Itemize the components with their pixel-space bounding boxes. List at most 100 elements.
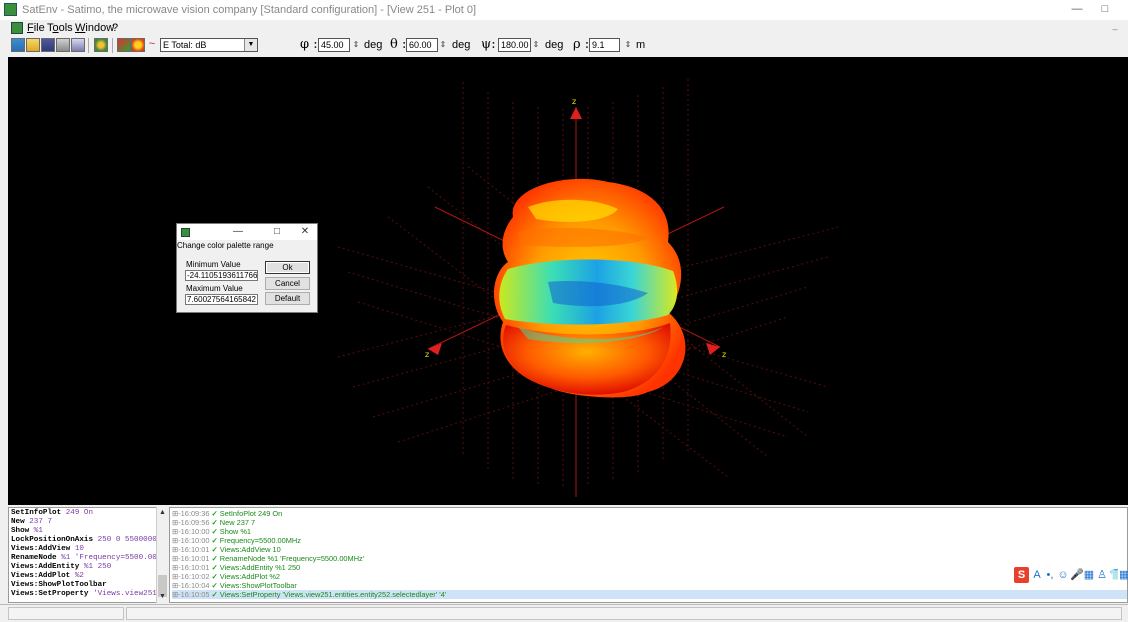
open-folder-icon[interactable]: [26, 38, 40, 52]
color-palette-icon[interactable]: [131, 38, 145, 52]
rotate-tool-icon[interactable]: [94, 38, 108, 52]
theta-spinner-icon[interactable]: ⇕: [439, 40, 447, 49]
psi-unit: deg: [545, 39, 564, 51]
log-entry[interactable]: ⊞-16:10:02 ✓ Views:AddPlot %2: [172, 572, 281, 581]
expand-icon[interactable]: ⊞: [172, 590, 179, 599]
command-line[interactable]: Show %1: [11, 527, 43, 535]
radiation-pattern-surface: [493, 178, 686, 398]
expand-icon[interactable]: ⊞: [172, 581, 179, 590]
log-entry[interactable]: ⊞-16:10:04 ✓ Views:ShowPlotToolbar: [172, 581, 297, 590]
maximize-button[interactable]: □: [1101, 3, 1109, 15]
expand-icon[interactable]: ⊞: [172, 527, 179, 536]
log-entry[interactable]: ⊞-16:10:01 ✓ RenameNode %1 'Frequency=55…: [172, 554, 365, 563]
rho-label: ρ :: [573, 37, 590, 52]
command-line[interactable]: Views:ShowPlotToolbar: [11, 581, 107, 589]
wave-icon[interactable]: ~: [148, 38, 156, 50]
expand-icon[interactable]: ⊞: [172, 563, 179, 572]
command-line[interactable]: SetInfoPlot 249 On: [11, 509, 94, 517]
command-line[interactable]: Views:AddEntity %1 250: [11, 563, 112, 571]
radiation-pattern-plot[interactable]: z z z: [8, 57, 1128, 505]
command-line[interactable]: LockPositionOnAxis 250 0 5500000000: [11, 536, 168, 544]
theta-input[interactable]: 60.00: [406, 38, 438, 52]
log-entry[interactable]: ⊞-16:10:00 ✓ Frequency=5500.00MHz: [172, 536, 301, 545]
preview-icon[interactable]: [71, 38, 85, 52]
command-line[interactable]: Views:SetProperty 'Views.view251.en: [11, 590, 168, 598]
command-history-panel[interactable]: SetInfoPlot 249 On New 237 7 Show %1 Loc…: [8, 507, 168, 603]
ime-toolbox-icon[interactable]: ▦: [1119, 569, 1128, 581]
expand-icon[interactable]: ⊞: [172, 572, 179, 581]
scrollbar-thumb[interactable]: [158, 575, 167, 597]
chevron-down-icon[interactable]: ▼: [244, 39, 257, 51]
expand-icon[interactable]: ⊞: [172, 554, 179, 563]
field-component-select[interactable]: E Total: dB ▼: [160, 38, 258, 52]
check-icon: ✓: [211, 590, 218, 599]
scroll-down-icon[interactable]: ▼: [159, 593, 166, 600]
log-entry[interactable]: ⊞-16:10:01 ✓ Views:AddEntity %1 250: [172, 563, 301, 572]
rho-input[interactable]: 9.1: [589, 38, 620, 52]
ime-voice-icon[interactable]: 🎤: [1070, 569, 1084, 581]
app-icon: [4, 3, 17, 16]
menu-window[interactable]: Window: [75, 22, 115, 34]
ime-toolbar: S A •, ☺ 🎤 ▦ ♙ 👕 ▦: [1014, 567, 1128, 583]
menu-bar: File Tools Window ? –: [0, 20, 1128, 36]
expand-icon[interactable]: ⊞: [172, 509, 179, 518]
check-icon: ✓: [211, 509, 218, 518]
command-history-scrollbar[interactable]: ▲ ▼: [156, 507, 168, 603]
y-axis-label: z: [722, 350, 726, 359]
phi-spinner-icon[interactable]: ⇕: [352, 40, 360, 49]
theta-unit: deg: [452, 39, 471, 51]
phi-input[interactable]: 45.00: [318, 38, 350, 52]
command-line[interactable]: Views:AddView 10: [11, 545, 84, 553]
ime-emoji-icon[interactable]: ☺: [1057, 569, 1069, 581]
check-icon: ✓: [211, 563, 218, 572]
z-axis-arrow-icon: [570, 107, 582, 119]
mdi-minimize-button[interactable]: –: [1112, 24, 1118, 34]
print-icon[interactable]: [56, 38, 70, 52]
log-entry[interactable]: ⊞-16:09:56 ✓ New 237 7: [172, 518, 256, 527]
psi-label: ψ:: [481, 37, 496, 52]
menu-help[interactable]: ?: [112, 22, 119, 34]
ime-punctuation-icon[interactable]: •,: [1046, 569, 1054, 581]
log-entry[interactable]: ⊞-16:09:36 ✓ SetInfoPlot 249 On: [172, 509, 283, 518]
default-button[interactable]: Default: [265, 292, 310, 305]
command-line[interactable]: Views:AddPlot %2: [11, 572, 84, 580]
toolbar-separator: [88, 38, 89, 53]
log-entry-selected[interactable]: ⊞-16:10:05 ✓ Views:SetProperty 'Views.vi…: [172, 590, 1127, 599]
min-value-input[interactable]: -24.1105193611766: [185, 270, 258, 281]
command-line[interactable]: RenameNode %1 'Frequency=5500.00MHz: [11, 554, 168, 562]
expand-icon[interactable]: ⊞: [172, 518, 179, 527]
new-icon[interactable]: [11, 38, 25, 52]
ime-mode-toggle[interactable]: A: [1033, 569, 1041, 581]
scroll-up-icon[interactable]: ▲: [159, 509, 166, 516]
save-icon[interactable]: [41, 38, 55, 52]
log-entry[interactable]: ⊞-16:10:00 ✓ Show %1: [172, 527, 252, 536]
color-palette-dialog: — □ ✕ Change color palette range Minimum…: [176, 223, 318, 313]
document-icon[interactable]: [11, 22, 23, 34]
menu-tools[interactable]: Tools: [47, 22, 73, 34]
ime-skin-icon[interactable]: 👕: [1109, 569, 1118, 581]
log-entry[interactable]: ⊞-16:10:01 ✓ Views:AddView 10: [172, 545, 281, 554]
check-icon: ✓: [211, 554, 218, 563]
ime-brand-icon[interactable]: S: [1014, 567, 1029, 583]
minimize-button[interactable]: —: [1071, 3, 1083, 15]
rho-spinner-icon[interactable]: ⇕: [624, 40, 632, 49]
dialog-titlebar[interactable]: — □ ✕: [177, 224, 317, 240]
dialog-maximize-button[interactable]: □: [273, 226, 281, 237]
dialog-minimize-button[interactable]: —: [233, 226, 243, 237]
command-line[interactable]: New 237 7: [11, 518, 53, 526]
menu-file[interactable]: File: [27, 22, 45, 34]
plot-3d-icon[interactable]: [117, 38, 131, 52]
psi-spinner-icon[interactable]: ⇕: [532, 40, 540, 49]
log-panel[interactable]: ⊞-16:09:36 ✓ SetInfoPlot 249 On ⊞-16:09:…: [169, 507, 1128, 603]
dialog-close-button[interactable]: ✕: [300, 226, 310, 237]
ok-button[interactable]: Ok: [265, 261, 310, 274]
max-value-input[interactable]: 7.60027564165842: [185, 294, 258, 305]
psi-input[interactable]: 180.00: [498, 38, 531, 52]
expand-icon[interactable]: ⊞: [172, 536, 179, 545]
ime-user-icon[interactable]: ♙: [1097, 569, 1107, 581]
check-icon: ✓: [211, 545, 218, 554]
ime-keyboard-icon[interactable]: ▦: [1083, 569, 1095, 581]
cancel-button[interactable]: Cancel: [265, 277, 310, 290]
check-icon: ✓: [211, 518, 218, 527]
expand-icon[interactable]: ⊞: [172, 545, 179, 554]
